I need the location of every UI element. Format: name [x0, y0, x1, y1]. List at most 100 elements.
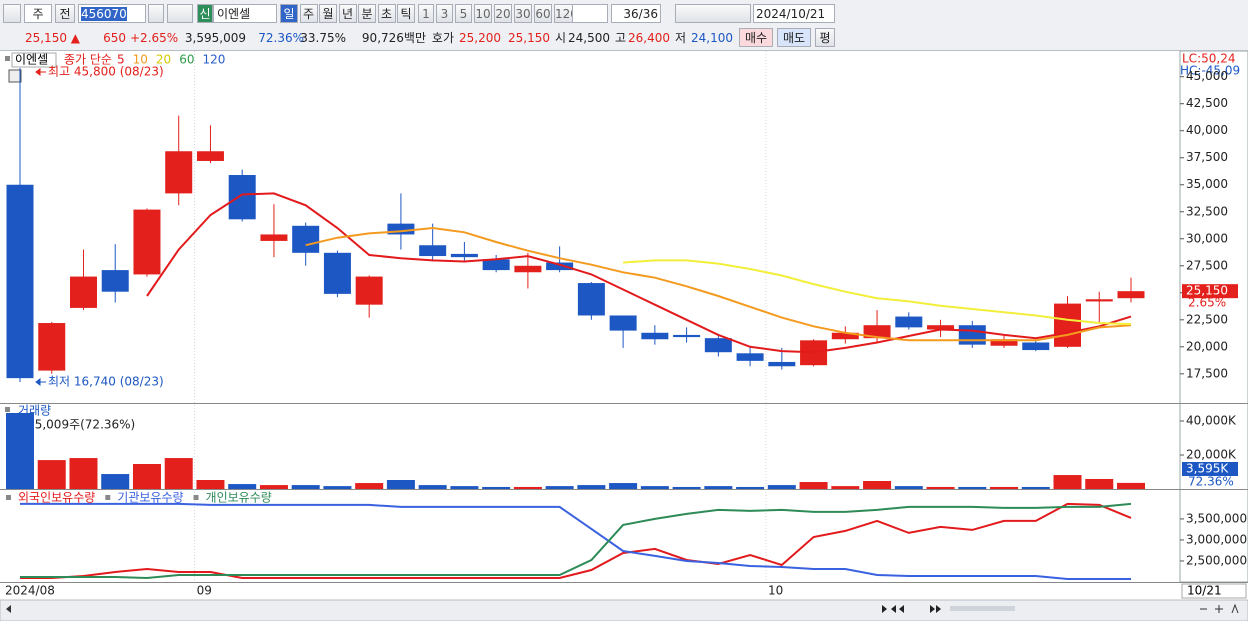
zoom-controls[interactable] — [1200, 603, 1239, 614]
legend-item: 20 — [156, 53, 171, 67]
interval-button[interactable]: 일 — [280, 4, 298, 23]
interval-button[interactable]: 년 — [338, 4, 357, 23]
menu-button[interactable] — [3, 4, 21, 23]
candle-body — [355, 276, 383, 305]
high-annotation: 최고 45,800 (08/23) — [48, 65, 164, 79]
code-input[interactable]: 456070 — [78, 4, 146, 23]
candle-body — [419, 245, 447, 257]
nav-buttons[interactable] — [882, 605, 941, 613]
quote-change: 650 — [103, 31, 126, 45]
prev-button[interactable]: 전 — [55, 4, 75, 23]
volume-last-box — [1182, 462, 1238, 476]
legend-item: 외국인보유수량 — [18, 491, 95, 505]
bid-price: 25,150 — [508, 31, 550, 45]
candle-body — [482, 259, 510, 271]
count-combo[interactable] — [572, 4, 608, 23]
volume-bar — [609, 483, 638, 489]
interval-button[interactable]: 주 — [299, 4, 318, 23]
count-button[interactable]: 1 — [418, 4, 434, 23]
open-label: 시 — [554, 31, 566, 45]
volume-bar — [196, 479, 225, 489]
candle-body — [768, 361, 796, 367]
sell-button[interactable]: 매도 — [777, 28, 811, 47]
legend-item: 120 — [202, 53, 225, 67]
high-label: 고 — [614, 31, 626, 45]
panel-icon — [5, 407, 10, 412]
buy-button[interactable]: 매수 — [739, 28, 773, 47]
volume-bar — [1053, 475, 1082, 489]
low-annotation: 최저 16,740 (08/23) — [48, 375, 164, 389]
volume-bar — [704, 486, 733, 489]
avg-button[interactable]: 평 — [815, 28, 835, 47]
search-button[interactable] — [148, 4, 164, 23]
count-button[interactable]: 10 — [474, 4, 492, 23]
interval-button[interactable]: 초 — [377, 4, 396, 23]
count-button[interactable]: 30 — [514, 4, 532, 23]
right-axis — [1179, 50, 1248, 583]
candle-body — [609, 315, 637, 331]
candle-body — [577, 283, 605, 316]
line-series — [20, 502, 1132, 579]
volume-bar — [990, 486, 1019, 489]
candle-body — [1117, 291, 1145, 299]
ask-label: 호가 — [431, 31, 454, 45]
volume-bar — [577, 485, 606, 489]
candle-body — [863, 325, 891, 339]
period-combo[interactable]: 주 — [24, 4, 52, 23]
candle-body — [990, 339, 1018, 346]
low-arrow — [35, 378, 46, 387]
candle-body — [641, 332, 669, 340]
y-tick-label: 40,000K — [1186, 413, 1237, 427]
volume-bar — [101, 474, 130, 489]
candle-body — [927, 325, 955, 330]
calendar-icon[interactable] — [8, 69, 22, 83]
candle-body — [69, 276, 97, 308]
y-tick-label: 30,000 — [1186, 231, 1228, 245]
count-button[interactable]: 5 — [455, 4, 472, 23]
candle-body — [514, 265, 542, 273]
volume-bar — [37, 460, 66, 489]
y-tick-label: 40,000 — [1186, 123, 1228, 137]
code-text: 456070 — [81, 7, 127, 21]
volume-last-label: 3,595K — [1186, 462, 1229, 476]
legend-swatch — [193, 495, 199, 500]
volume-bar — [640, 486, 669, 489]
volume-bar — [1021, 486, 1050, 489]
legend-item: 60 — [179, 53, 194, 67]
interval-button[interactable]: 틱 — [397, 4, 415, 23]
volume-bar — [958, 486, 987, 489]
count-button[interactable]: 120 — [554, 4, 574, 23]
date-label: 2024/08 — [5, 584, 55, 598]
tool-icons[interactable] — [675, 4, 751, 23]
volume-bar — [894, 486, 923, 489]
hc-label: HC:-45,09 — [1180, 64, 1240, 78]
candle-body — [1054, 303, 1082, 347]
y-tick-label: 22,500 — [1186, 312, 1228, 326]
y-tick-label: 20,000K — [1186, 447, 1237, 461]
candle-body — [895, 316, 923, 328]
scroll-left[interactable] — [6, 605, 11, 613]
volume-bar — [513, 486, 542, 489]
stock-name-input[interactable]: 이엔셀 — [213, 4, 277, 23]
count-button[interactable]: 20 — [494, 4, 512, 23]
interval-button[interactable]: 월 — [319, 4, 337, 23]
interval-button[interactable]: 분 — [358, 4, 376, 23]
y-tick-label: 32,500 — [1186, 204, 1228, 218]
y-tick-label: 42,500 — [1186, 96, 1228, 110]
sound-button[interactable] — [167, 4, 193, 23]
last-date-box — [1181, 583, 1247, 599]
last-price-box — [1182, 284, 1238, 299]
volume-bar — [736, 486, 765, 489]
zoom-slider[interactable] — [950, 606, 1015, 611]
date-label: 09 — [197, 584, 212, 598]
count-button[interactable]: 3 — [436, 4, 453, 23]
ask-price: 25,200 — [459, 31, 501, 45]
last-change-label: 2.65% — [1188, 296, 1226, 310]
date-input[interactable]: 2024/10/21 — [753, 4, 835, 23]
y-tick-label: 3,000,000 — [1186, 532, 1247, 546]
volume-bar — [1117, 482, 1145, 489]
scrollbar[interactable] — [0, 599, 1248, 621]
count-button[interactable]: 60 — [534, 4, 552, 23]
